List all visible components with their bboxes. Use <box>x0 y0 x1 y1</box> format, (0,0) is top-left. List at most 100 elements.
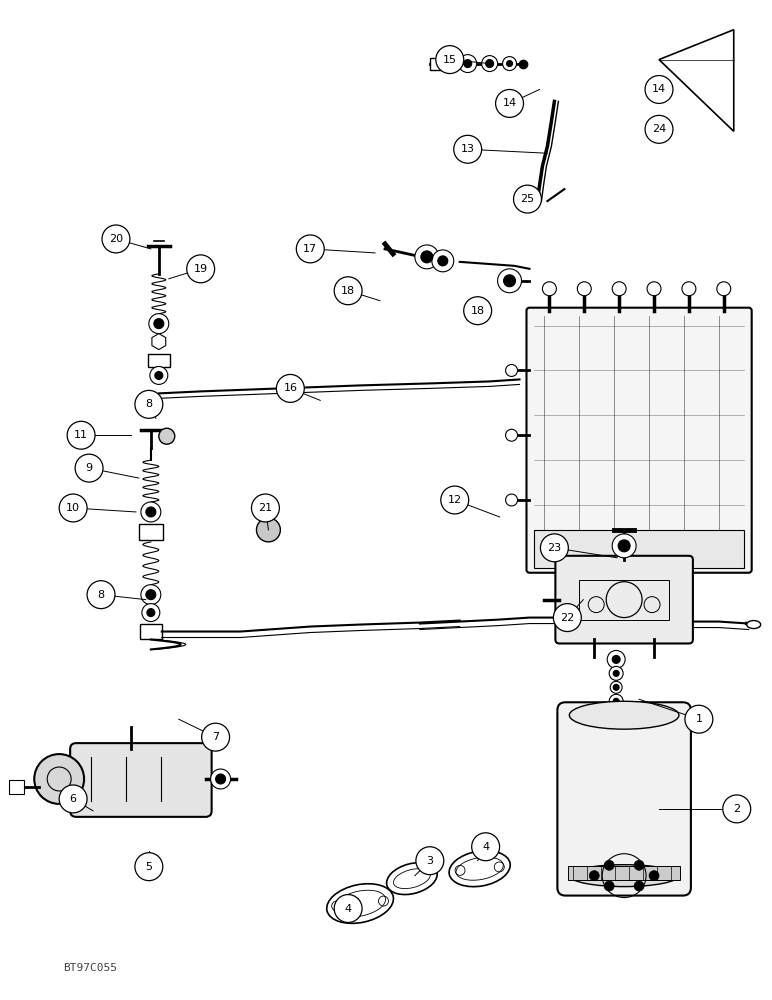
FancyBboxPatch shape <box>70 743 212 817</box>
Circle shape <box>416 847 444 875</box>
Ellipse shape <box>569 701 679 729</box>
Circle shape <box>141 502 161 522</box>
Bar <box>568 866 680 880</box>
Circle shape <box>503 57 516 71</box>
Circle shape <box>613 684 619 690</box>
Circle shape <box>554 604 581 632</box>
Text: 13: 13 <box>461 144 475 154</box>
Circle shape <box>540 534 568 562</box>
Circle shape <box>155 371 163 379</box>
Text: 19: 19 <box>194 264 208 274</box>
Circle shape <box>135 853 163 881</box>
Text: 3: 3 <box>426 856 433 866</box>
Circle shape <box>486 60 493 68</box>
Text: 9: 9 <box>86 463 93 473</box>
Circle shape <box>609 694 623 708</box>
Circle shape <box>682 282 696 296</box>
Circle shape <box>506 364 517 376</box>
Circle shape <box>506 61 513 67</box>
Circle shape <box>634 860 644 870</box>
Circle shape <box>146 507 156 517</box>
Text: BT97C055: BT97C055 <box>63 963 117 973</box>
Circle shape <box>543 282 557 296</box>
Text: 22: 22 <box>560 613 574 623</box>
Circle shape <box>610 681 622 693</box>
Ellipse shape <box>747 621 760 629</box>
Bar <box>430 58 448 70</box>
Circle shape <box>577 282 591 296</box>
Bar <box>139 524 163 540</box>
Circle shape <box>102 225 130 253</box>
Circle shape <box>159 428 174 444</box>
Circle shape <box>472 833 499 861</box>
Circle shape <box>723 795 750 823</box>
Circle shape <box>421 251 433 263</box>
Circle shape <box>252 494 279 522</box>
Circle shape <box>334 895 362 922</box>
Circle shape <box>496 89 523 117</box>
Circle shape <box>717 282 731 296</box>
Circle shape <box>506 494 517 506</box>
Circle shape <box>612 655 620 663</box>
Bar <box>140 624 162 639</box>
Bar <box>534 530 743 568</box>
Circle shape <box>589 871 599 881</box>
Circle shape <box>513 185 541 213</box>
Circle shape <box>503 275 516 287</box>
Ellipse shape <box>449 851 510 887</box>
Circle shape <box>685 705 713 733</box>
Circle shape <box>59 494 87 522</box>
Circle shape <box>609 666 623 680</box>
Circle shape <box>604 860 615 870</box>
Circle shape <box>438 256 448 266</box>
FancyBboxPatch shape <box>527 308 752 573</box>
Text: 14: 14 <box>503 98 516 108</box>
Text: 8: 8 <box>145 399 152 409</box>
Text: 18: 18 <box>471 306 485 316</box>
Circle shape <box>146 590 156 600</box>
Circle shape <box>87 581 115 609</box>
Circle shape <box>612 711 620 719</box>
Circle shape <box>276 374 304 402</box>
Text: 24: 24 <box>652 124 666 134</box>
Bar <box>9 780 24 794</box>
Text: 4: 4 <box>482 842 489 852</box>
Circle shape <box>645 76 673 103</box>
Text: 1: 1 <box>696 714 703 724</box>
Text: 2: 2 <box>733 804 740 814</box>
Circle shape <box>604 881 615 891</box>
Text: 6: 6 <box>69 794 76 804</box>
Text: 17: 17 <box>303 244 317 254</box>
Text: 10: 10 <box>66 503 80 513</box>
Circle shape <box>464 60 472 68</box>
Text: 23: 23 <box>547 543 561 553</box>
Circle shape <box>432 250 454 272</box>
Circle shape <box>482 56 498 72</box>
Circle shape <box>256 518 280 542</box>
Circle shape <box>187 255 215 283</box>
Circle shape <box>67 421 95 449</box>
Text: 15: 15 <box>443 55 457 65</box>
Circle shape <box>436 46 464 74</box>
Text: 20: 20 <box>109 234 123 244</box>
Text: 4: 4 <box>344 904 352 914</box>
Text: 25: 25 <box>520 194 534 204</box>
Ellipse shape <box>387 863 437 895</box>
Circle shape <box>147 609 155 617</box>
Circle shape <box>141 585 161 605</box>
Circle shape <box>459 55 476 73</box>
Circle shape <box>649 871 659 881</box>
Circle shape <box>150 366 168 384</box>
Circle shape <box>464 297 492 325</box>
Circle shape <box>296 235 324 263</box>
Circle shape <box>613 670 619 676</box>
Text: 7: 7 <box>212 732 219 742</box>
Circle shape <box>645 115 673 143</box>
Circle shape <box>506 429 517 441</box>
Bar <box>148 354 170 367</box>
Circle shape <box>613 698 619 704</box>
Circle shape <box>75 454 103 482</box>
Circle shape <box>608 706 625 724</box>
FancyBboxPatch shape <box>557 702 691 896</box>
Bar <box>579 580 669 620</box>
